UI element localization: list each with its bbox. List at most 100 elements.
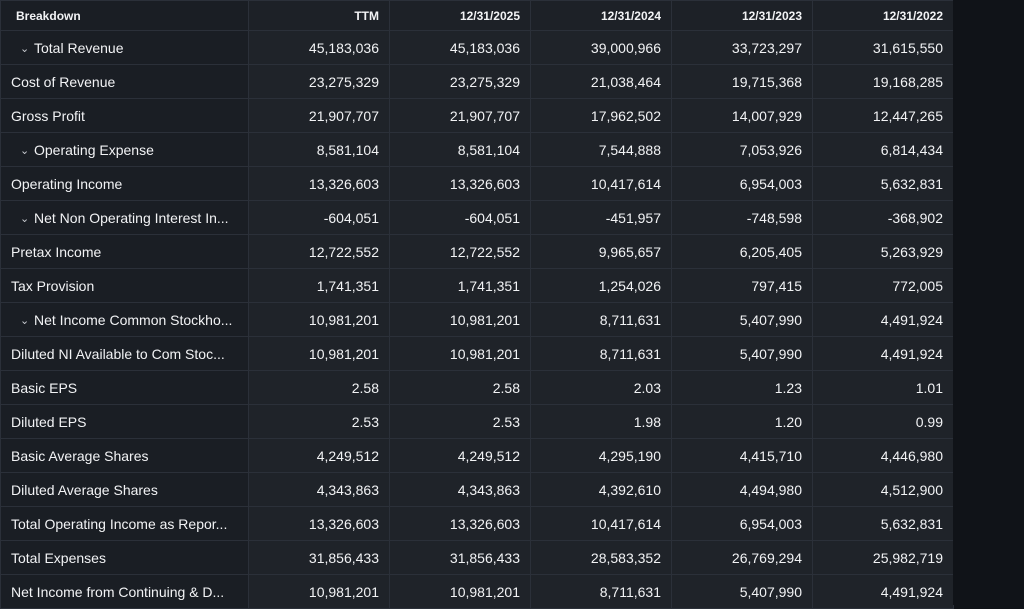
value-cell: 14,007,929 bbox=[671, 98, 813, 133]
value-cell: -368,902 bbox=[812, 200, 954, 235]
value-cell: 1,741,351 bbox=[248, 268, 390, 303]
value-cell: 31,615,550 bbox=[812, 30, 954, 65]
table-row: Basic EPS 2.58 2.58 2.03 1.23 1.01 bbox=[0, 370, 954, 405]
row-label-cell: Basic Average Shares bbox=[0, 438, 249, 473]
table-row: Basic Average Shares 4,249,512 4,249,512 4,… bbox=[0, 438, 954, 473]
value-cell: -748,598 bbox=[671, 200, 813, 235]
value-cell: 2.58 bbox=[248, 370, 390, 405]
value-cell: 39,000,966 bbox=[530, 30, 672, 65]
row-label-cell: Pretax Income bbox=[0, 234, 249, 269]
value-cell: 5,407,990 bbox=[671, 574, 813, 609]
value-cell: 10,981,201 bbox=[389, 574, 531, 609]
value-cell: 45,183,036 bbox=[389, 30, 531, 65]
row-label: Diluted Average Shares bbox=[11, 481, 158, 498]
value-cell: 4,494,980 bbox=[671, 472, 813, 507]
column-header-2022[interactable]: 12/31/2022 bbox=[812, 0, 954, 31]
value-cell: 13,326,603 bbox=[389, 166, 531, 201]
row-label: Operating Income bbox=[11, 175, 123, 192]
value-cell: 2.58 bbox=[389, 370, 531, 405]
row-label: Cost of Revenue bbox=[11, 73, 116, 90]
row-label: Total Revenue bbox=[34, 39, 124, 56]
value-cell: 10,981,201 bbox=[248, 302, 390, 337]
value-cell: 4,249,512 bbox=[248, 438, 390, 473]
value-cell: 1.01 bbox=[812, 370, 954, 405]
chevron-down-icon[interactable]: ⌄ bbox=[20, 314, 30, 327]
column-header-2024[interactable]: 12/31/2024 bbox=[530, 0, 672, 31]
value-cell: 5,407,990 bbox=[671, 302, 813, 337]
row-label-cell[interactable]: ⌄ Net Non Operating Interest In... bbox=[0, 200, 249, 235]
value-cell: 10,981,201 bbox=[248, 336, 390, 371]
value-cell: 7,544,888 bbox=[530, 132, 672, 167]
income-statement-table: Breakdown TTM 12/31/2025 12/31/2024 12/3… bbox=[0, 0, 954, 609]
value-cell: 5,263,929 bbox=[812, 234, 954, 269]
table-row: ⌄ Net Income Common Stockho... 10,981,201 1… bbox=[0, 302, 954, 337]
value-cell: 1.23 bbox=[671, 370, 813, 405]
value-cell: 8,581,104 bbox=[389, 132, 531, 167]
value-cell: 5,632,831 bbox=[812, 506, 954, 541]
value-cell: 12,447,265 bbox=[812, 98, 954, 133]
value-cell: 8,711,631 bbox=[530, 574, 672, 609]
row-label-cell: Net Income from Continuing & D... bbox=[0, 574, 249, 609]
value-cell: 4,446,980 bbox=[812, 438, 954, 473]
value-cell: 33,723,297 bbox=[671, 30, 813, 65]
value-cell: -604,051 bbox=[389, 200, 531, 235]
row-label-cell[interactable]: ⌄ Total Revenue bbox=[0, 30, 249, 65]
row-label-cell: Tax Provision bbox=[0, 268, 249, 303]
value-cell: 4,343,863 bbox=[248, 472, 390, 507]
value-cell: 28,583,352 bbox=[530, 540, 672, 575]
value-cell: 2.53 bbox=[389, 404, 531, 439]
chevron-down-icon[interactable]: ⌄ bbox=[20, 144, 30, 157]
value-cell: 19,168,285 bbox=[812, 64, 954, 99]
value-cell: 8,581,104 bbox=[248, 132, 390, 167]
value-cell: 21,907,707 bbox=[248, 98, 390, 133]
row-label: Net Income Common Stockho... bbox=[34, 311, 233, 328]
row-label: Diluted EPS bbox=[11, 413, 87, 430]
value-cell: 4,491,924 bbox=[812, 336, 954, 371]
value-cell: 6,954,003 bbox=[671, 166, 813, 201]
row-label-cell: Diluted EPS bbox=[0, 404, 249, 439]
value-cell: 9,965,657 bbox=[530, 234, 672, 269]
value-cell: 2.53 bbox=[248, 404, 390, 439]
value-cell: 7,053,926 bbox=[671, 132, 813, 167]
column-header-2023[interactable]: 12/31/2023 bbox=[671, 0, 813, 31]
row-label: Gross Profit bbox=[11, 107, 85, 124]
value-cell: 10,417,614 bbox=[530, 166, 672, 201]
value-cell: 10,981,201 bbox=[389, 302, 531, 337]
value-cell: 13,326,603 bbox=[248, 506, 390, 541]
table-row: Diluted Average Shares 4,343,863 4,343,863… bbox=[0, 472, 954, 507]
value-cell: 4,512,900 bbox=[812, 472, 954, 507]
column-header-2025[interactable]: 12/31/2025 bbox=[389, 0, 531, 31]
value-cell: 17,962,502 bbox=[530, 98, 672, 133]
value-cell: 1,254,026 bbox=[530, 268, 672, 303]
row-label: Tax Provision bbox=[11, 277, 95, 294]
row-label-cell: Diluted NI Available to Com Stoc... bbox=[0, 336, 249, 371]
value-cell: 4,343,863 bbox=[389, 472, 531, 507]
table-row: Pretax Income 12,722,552 12,722,552 9,965,6… bbox=[0, 234, 954, 269]
row-label: Total Operating Income as Repor... bbox=[11, 515, 228, 532]
column-header-ttm[interactable]: TTM bbox=[248, 0, 390, 31]
chevron-down-icon[interactable]: ⌄ bbox=[20, 212, 30, 225]
value-cell: 13,326,603 bbox=[389, 506, 531, 541]
chevron-down-icon[interactable]: ⌄ bbox=[20, 42, 30, 55]
table-row: Total Operating Income as Repor... 13,326… bbox=[0, 506, 954, 541]
row-label-cell[interactable]: ⌄ Net Income Common Stockho... bbox=[0, 302, 249, 337]
value-cell: 4,491,924 bbox=[812, 574, 954, 609]
value-cell: 6,205,405 bbox=[671, 234, 813, 269]
value-cell: 4,415,710 bbox=[671, 438, 813, 473]
row-label-cell: Operating Income bbox=[0, 166, 249, 201]
value-cell: 21,038,464 bbox=[530, 64, 672, 99]
value-cell: 8,711,631 bbox=[530, 336, 672, 371]
value-cell: 19,715,368 bbox=[671, 64, 813, 99]
value-cell: 10,981,201 bbox=[389, 336, 531, 371]
row-label: Basic EPS bbox=[11, 379, 78, 396]
value-cell: 31,856,433 bbox=[389, 540, 531, 575]
column-header-breakdown[interactable]: Breakdown bbox=[0, 0, 249, 31]
value-cell: 5,632,831 bbox=[812, 166, 954, 201]
table-row: Net Income from Continuing & D... 10,981,… bbox=[0, 574, 954, 609]
row-label-cell[interactable]: ⌄ Operating Expense bbox=[0, 132, 249, 167]
value-cell: -451,957 bbox=[530, 200, 672, 235]
value-cell: 1,741,351 bbox=[389, 268, 531, 303]
table-row: Diluted NI Available to Com Stoc... 10,98… bbox=[0, 336, 954, 371]
value-cell: 0.99 bbox=[812, 404, 954, 439]
